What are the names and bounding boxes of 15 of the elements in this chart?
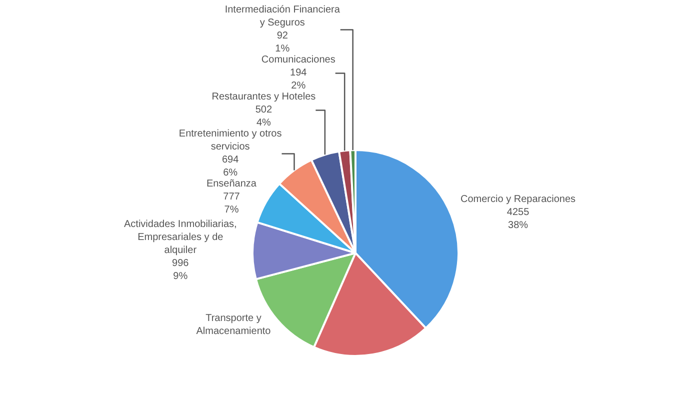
slice-label: Comunicaciones (261, 54, 336, 66)
data-label: 4255 38% (506, 207, 530, 232)
data-label: 777 7% (223, 192, 240, 216)
slice-label: Enseñanza (206, 178, 257, 190)
slice-label: Comercio y Reparaciones (460, 194, 576, 206)
data-label: 502 4% (255, 104, 272, 129)
slice-label: Restaurantes y Hoteles (212, 92, 316, 103)
data-label: 694 6% (222, 154, 240, 179)
data-label: 996 9% (172, 258, 190, 282)
slice-label: Actividades Inmobiliarias, Empresariales y de alquiler (124, 219, 237, 256)
slice-label: Transporte y Almacenamiento (196, 312, 272, 337)
slice-label: Intermediación Financiera y Seguros (224, 4, 340, 29)
data-label: 194 2% (290, 68, 308, 92)
data-label: 92 1% (275, 30, 290, 55)
slice-label: Entretenimiento y otros servicios (178, 128, 282, 153)
